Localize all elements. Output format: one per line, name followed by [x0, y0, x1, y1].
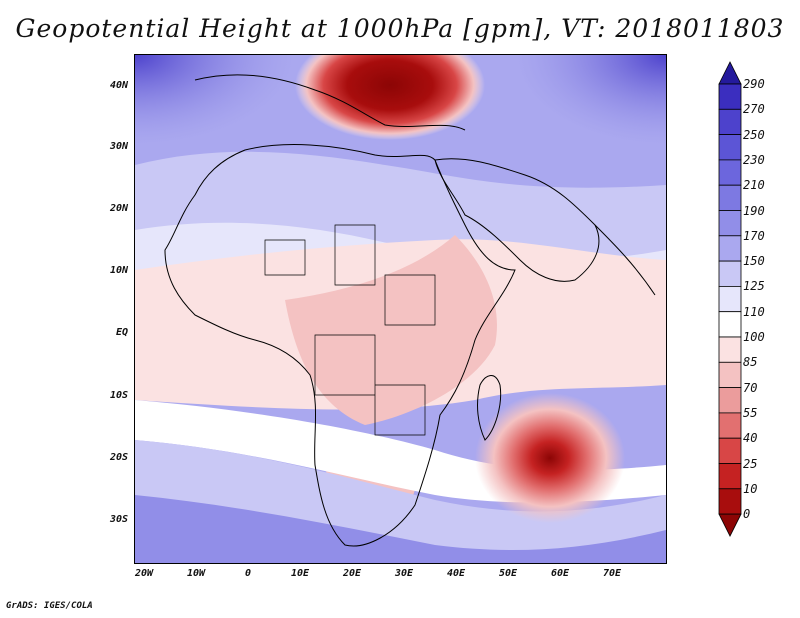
colorbar-level-label: 190	[743, 203, 765, 218]
lon-label-30e: 30E	[394, 568, 414, 579]
colorbar	[718, 61, 742, 537]
field-ne-corner	[515, 55, 666, 145]
country-borders	[264, 224, 436, 436]
map-plot-area	[134, 54, 667, 564]
colorbar-swatch	[718, 361, 742, 388]
lat-label-10s: 10S	[109, 390, 128, 401]
med-low-anomaly	[295, 55, 485, 140]
arabia-coast	[434, 158, 600, 282]
colorbar-level-label: 55	[743, 405, 758, 420]
lon-label-10e: 10E	[290, 568, 310, 579]
colorbar-swatch	[718, 210, 742, 237]
lat-label-30n: 30N	[109, 141, 128, 152]
lat-label-30s: 30S	[109, 514, 128, 525]
colorbar-level-label: 125	[743, 279, 765, 294]
colorbar-swatch	[718, 83, 742, 110]
chart-title: Geopotential Height at 1000hPa [gpm], VT…	[15, 14, 785, 43]
colorbar-swatch	[718, 463, 742, 490]
lon-label-10w: 10W	[186, 568, 206, 579]
colorbar-swatch	[718, 336, 742, 363]
colorbar-swatch	[718, 488, 742, 515]
colorbar-level-label: 25	[743, 456, 758, 471]
india-coast	[594, 224, 656, 296]
colorbar-swatch	[718, 159, 742, 186]
lat-label-20s: 20S	[109, 452, 128, 463]
colorbar-level-label: 230	[743, 152, 765, 167]
colorbar-level-label: 150	[743, 254, 765, 269]
colorbar-swatch	[718, 235, 742, 262]
colorbar-swatch	[718, 412, 742, 439]
colorbar-bottom-arrow	[718, 513, 742, 537]
lon-label-0: 0	[244, 568, 252, 579]
colorbar-level-label: 40	[743, 431, 758, 446]
colorbar-swatch	[718, 285, 742, 313]
africa-coast	[164, 144, 516, 547]
lat-label-eq: EQ	[115, 327, 128, 338]
lon-label-50e: 50E	[498, 568, 518, 579]
grads-credit: GrADS: IGES/COLA	[6, 601, 93, 611]
colorbar-level-label: 10	[743, 481, 758, 496]
colorbar-level-label: 100	[743, 330, 765, 344]
colorbar-swatch	[718, 437, 742, 464]
colorbar-level-label: 110	[743, 304, 765, 319]
geopotential-map	[135, 55, 666, 563]
colorbar-swatch	[718, 387, 742, 414]
colorbar-swatch	[718, 260, 742, 287]
europe-coast	[194, 74, 466, 131]
lat-label-40n: 40N	[109, 80, 128, 91]
field-central-africa	[285, 235, 497, 425]
field-nw-corner	[135, 55, 295, 145]
lon-label-60e: 60E	[550, 568, 570, 579]
colorbar-swatch	[718, 311, 742, 338]
lon-label-20e: 20E	[342, 568, 362, 579]
colorbar-swatch	[718, 184, 742, 211]
colorbar-level-label: 270	[743, 102, 765, 117]
colorbar-level-label: 250	[743, 127, 765, 142]
colorbar-level-label: 210	[743, 178, 765, 193]
coastlines	[164, 74, 656, 547]
lon-label-40e: 40E	[446, 568, 466, 579]
colorbar-level-label: 0	[743, 507, 751, 522]
colorbar-level-label: 70	[743, 380, 758, 395]
lon-label-20w: 20W	[134, 568, 154, 579]
colorbar-top-arrow	[718, 61, 742, 85]
lon-label-70e: 70E	[602, 568, 622, 579]
colorbar-swatch	[718, 134, 742, 161]
madagascar-high-anomaly	[475, 393, 625, 523]
colorbar-level-label: 85	[743, 355, 758, 370]
colorbar-level-label: 290	[743, 77, 765, 91]
lat-label-20n: 20N	[109, 203, 128, 214]
field-southern-ocean-deep	[135, 495, 666, 563]
colorbar-level-label: 170	[743, 228, 765, 243]
madagascar-coast	[477, 375, 502, 441]
colorbar-swatch	[718, 108, 742, 135]
lat-label-10n: 10N	[109, 265, 128, 276]
